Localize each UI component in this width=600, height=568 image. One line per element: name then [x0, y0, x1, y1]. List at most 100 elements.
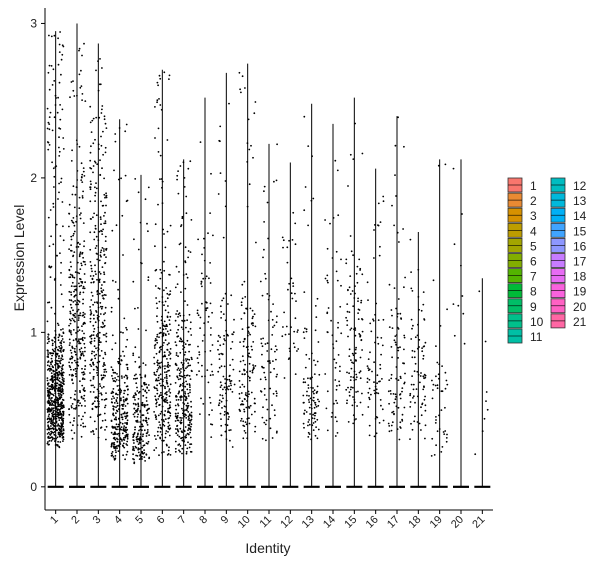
data-point	[73, 320, 76, 323]
data-point	[98, 405, 100, 408]
data-point	[95, 187, 98, 190]
data-point	[461, 213, 463, 215]
data-point	[163, 269, 166, 272]
data-point	[134, 307, 136, 310]
data-point	[357, 312, 359, 314]
points-11	[259, 143, 278, 442]
data-point	[290, 277, 293, 280]
data-point	[102, 289, 105, 291]
data-point	[153, 435, 156, 437]
data-point	[69, 273, 72, 276]
data-point	[161, 365, 164, 368]
data-point	[110, 452, 113, 455]
data-point	[70, 368, 72, 371]
data-point	[154, 395, 157, 398]
data-point	[226, 386, 228, 388]
data-point	[93, 337, 96, 340]
data-point	[460, 264, 462, 267]
violin-11	[261, 143, 277, 488]
data-point	[81, 99, 83, 101]
data-point	[123, 439, 126, 441]
data-point	[97, 400, 100, 403]
data-point	[312, 390, 314, 393]
data-point	[436, 387, 439, 390]
data-point	[51, 354, 53, 357]
data-point	[58, 370, 60, 373]
data-point	[139, 428, 142, 431]
data-point	[395, 343, 397, 346]
data-point	[77, 399, 80, 402]
data-point	[80, 85, 83, 87]
data-point	[50, 418, 52, 421]
data-point	[54, 330, 57, 332]
data-point	[80, 353, 83, 356]
data-point	[70, 405, 73, 407]
data-point	[272, 360, 274, 362]
data-point	[47, 431, 50, 434]
data-point	[359, 370, 362, 373]
data-point	[93, 433, 95, 435]
data-point	[246, 334, 249, 337]
data-point	[68, 408, 71, 410]
data-point	[61, 407, 63, 410]
y-tick-label-1: 1	[30, 325, 37, 339]
data-point	[98, 116, 101, 119]
data-point	[351, 404, 354, 407]
data-point	[59, 31, 61, 33]
data-point	[250, 322, 253, 325]
data-point	[164, 246, 167, 249]
data-point	[102, 385, 105, 388]
data-point	[181, 217, 184, 220]
data-point	[118, 408, 120, 410]
data-point	[57, 339, 60, 342]
data-point	[147, 186, 150, 189]
data-point	[118, 127, 121, 129]
data-point	[98, 230, 101, 233]
data-point	[220, 400, 223, 403]
data-point	[314, 401, 316, 404]
data-point	[248, 376, 251, 379]
data-point	[410, 383, 413, 386]
data-point	[77, 317, 80, 319]
data-point	[169, 329, 172, 331]
data-point	[418, 422, 421, 425]
data-point	[94, 138, 96, 141]
data-point	[46, 107, 49, 110]
data-point	[273, 180, 275, 183]
data-point	[248, 148, 251, 151]
data-point	[69, 396, 72, 399]
data-point	[48, 420, 50, 423]
data-point	[53, 400, 56, 402]
data-point	[353, 379, 356, 382]
data-point	[189, 386, 191, 388]
data-point	[163, 420, 165, 423]
data-point	[59, 341, 62, 344]
data-point	[371, 370, 373, 373]
data-point	[366, 381, 369, 383]
data-point	[249, 404, 252, 407]
data-point	[137, 248, 140, 251]
data-point	[84, 281, 86, 284]
data-point	[89, 159, 92, 162]
data-point	[98, 292, 101, 295]
data-point	[70, 319, 72, 322]
data-point	[58, 386, 61, 389]
data-point	[261, 365, 263, 368]
data-point	[183, 430, 186, 433]
data-point	[254, 325, 257, 328]
data-point	[69, 261, 72, 263]
data-point	[47, 384, 49, 386]
data-point	[125, 431, 127, 434]
data-point	[250, 391, 253, 394]
data-point	[156, 384, 159, 387]
data-point	[393, 401, 396, 404]
data-point	[50, 409, 53, 412]
data-point	[207, 321, 210, 323]
data-point	[391, 204, 393, 207]
data-point	[138, 439, 141, 442]
data-point	[139, 447, 142, 450]
data-point	[81, 196, 84, 199]
data-point	[229, 439, 231, 442]
data-point	[76, 340, 79, 343]
data-point	[244, 296, 247, 298]
